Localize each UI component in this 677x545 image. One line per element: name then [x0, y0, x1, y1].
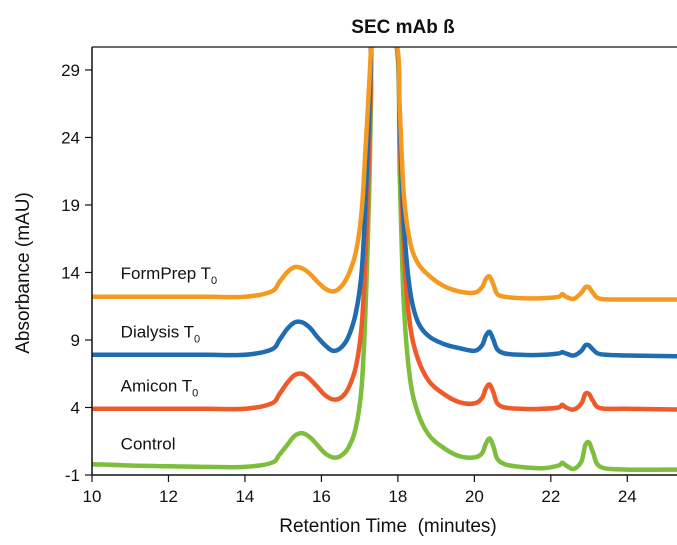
y-tick-label: 24: [61, 128, 80, 147]
series-label: Dialysis T0: [121, 322, 201, 345]
x-tick-label: 10: [83, 487, 102, 506]
ticks: 10 12 14 16 18 20 22 24 -1 4 9 14 19 24 29: [61, 61, 637, 506]
x-tick-label: 22: [541, 487, 560, 506]
y-tick-label: 14: [61, 263, 80, 282]
series-label-subscript: 0: [194, 333, 200, 345]
x-tick-label: 14: [235, 487, 254, 506]
axes: [91, 46, 677, 476]
x-tick-label: 20: [465, 487, 484, 506]
series-line-control: [92, 47, 677, 473]
y-tick-label: 19: [61, 196, 80, 215]
x-tick-label: 12: [159, 487, 178, 506]
series-label-subscript: 0: [211, 275, 217, 287]
y-tick-label: 4: [71, 398, 80, 417]
series-label-text: Control: [121, 434, 176, 453]
series-label: Amicon T0: [121, 376, 199, 399]
x-tick-label: 24: [618, 487, 637, 506]
series-label-text: Amicon T: [121, 376, 193, 395]
y-tick-label: 9: [71, 331, 80, 350]
series-layer: [92, 47, 677, 473]
series-label: FormPrep T0: [121, 264, 218, 287]
y-tick-label: -1: [65, 466, 80, 485]
x-tick-label: 16: [312, 487, 331, 506]
series-label-text: FormPrep T: [121, 264, 211, 283]
series-line-dialysis-t0: [92, 47, 677, 359]
x-tick-label: 18: [388, 487, 407, 506]
y-tick-label: 29: [61, 61, 80, 80]
y-axis-title: Absorbance (mAU): [13, 192, 34, 354]
x-axis-title: Retention Time (minutes): [279, 516, 497, 537]
series-line-formprep-t0: [92, 47, 677, 302]
series-label-text: Dialysis T: [121, 322, 194, 341]
series-label-subscript: 0: [192, 387, 198, 399]
chart-title: SEC mAb ß: [351, 17, 455, 38]
series-label: Control: [121, 434, 176, 453]
